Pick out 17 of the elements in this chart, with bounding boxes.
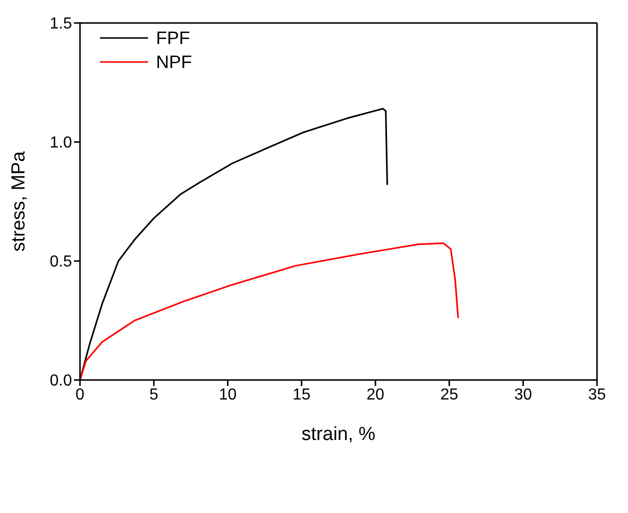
x-axis-title: strain, % bbox=[302, 424, 376, 445]
x-tick-label: 5 bbox=[149, 386, 158, 404]
x-tick-label: 0 bbox=[76, 386, 85, 404]
legend-label: NPF bbox=[156, 52, 192, 72]
y-axis-title: stress, MPa bbox=[8, 150, 30, 252]
y-tick-label: 0.5 bbox=[50, 254, 72, 271]
y-tick-label: 0.0 bbox=[50, 372, 72, 390]
legend-label: FPF bbox=[156, 28, 190, 48]
line-series bbox=[80, 242, 459, 380]
x-tick-label: 30 bbox=[514, 386, 532, 404]
x-tick-label: 25 bbox=[440, 386, 458, 404]
x-tick-label: 35 bbox=[588, 386, 606, 404]
y-tick-label: 1.0 bbox=[50, 134, 72, 152]
y-tick-label: 1.5 bbox=[50, 16, 72, 33]
x-tick-label: 10 bbox=[218, 386, 237, 404]
x-tick-label: 20 bbox=[366, 386, 384, 404]
x-tick-label: 15 bbox=[292, 386, 311, 404]
